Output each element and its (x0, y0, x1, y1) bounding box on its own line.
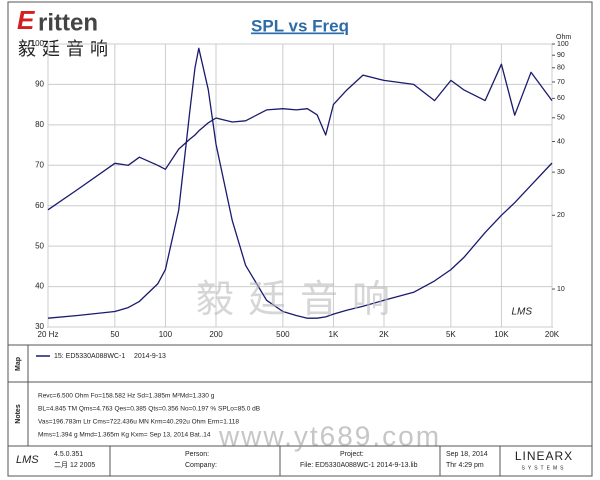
project: Project: (340, 451, 364, 458)
x-tick-label: 10K (494, 330, 509, 339)
y2-tick-label: 30 (557, 169, 565, 176)
company: Company: (185, 462, 217, 469)
y2-tick-label: 90 (557, 52, 565, 59)
y-tick-label: 80 (35, 120, 44, 129)
legend-label: 15: ED5330A088WC-1 (54, 353, 125, 360)
note-line: Revc=6.500 Ohm Fo=158.582 Hz Sd=1.385m M… (38, 393, 215, 400)
map-label: Map (15, 357, 22, 371)
footer-lms: LMS (16, 454, 39, 466)
time: Thr 4:29 pm (446, 462, 484, 469)
x-tick-label: 50 (110, 330, 119, 339)
legend-date: 2014-9-13 (134, 353, 166, 360)
y2-axis-label: Ohm (556, 34, 571, 41)
x-tick-label: 200 (209, 330, 223, 339)
logo-initial: E (17, 5, 35, 35)
series-line (47, 47, 553, 319)
x-tick-label: 20 Hz (38, 330, 59, 339)
logo-brand: ritten (38, 9, 98, 36)
y2-tick-label: 70 (557, 79, 565, 86)
y2-tick-label: 80 (557, 65, 565, 72)
x-tick-label: 2K (379, 330, 389, 339)
chart-title: SPL vs Freq (251, 16, 349, 35)
lms-mark: LMS (511, 307, 532, 318)
x-tick-label: 100 (159, 330, 173, 339)
y2-tick-label: 10 (557, 286, 565, 293)
y-tick-label: 90 (35, 80, 44, 89)
y-tick-label: 30 (35, 322, 44, 331)
y2-tick-label: 40 (557, 138, 565, 145)
y2-tick-label: 100 (557, 41, 569, 48)
brand: LINEARX (515, 449, 573, 463)
y-tick-label: 60 (35, 201, 44, 210)
brand-sub: SYSTEMS (522, 465, 567, 471)
y-tick-label: 100 (31, 39, 45, 48)
watermark-url: www.yt689.com (218, 420, 441, 451)
x-tick-label: 500 (276, 330, 290, 339)
y2-tick-label: 50 (557, 115, 565, 122)
x-tick-label: 20K (545, 330, 560, 339)
series-line (47, 63, 553, 211)
note-line: BL=4.845 TM Qms=4.763 Qes=0.385 Qts=0.35… (38, 406, 260, 413)
y2-tick-label: 60 (557, 95, 565, 102)
person: Person: (185, 451, 209, 458)
watermark: 毅廷音响 (196, 279, 404, 321)
x-tick-label: 5K (446, 330, 456, 339)
file: File: ED5330A088WC-1 2014-9-13.lib (300, 462, 418, 469)
note-line: Mms=1.394 g Mmd=1.365m Kg Kxm= Sep 13, 2… (38, 432, 211, 439)
y-tick-label: 40 (35, 282, 44, 291)
notes-label: Notes (15, 404, 22, 424)
x-tick-label: 1K (329, 330, 339, 339)
date: Sep 18, 2014 (446, 451, 488, 458)
y-tick-label: 70 (35, 160, 44, 169)
version: 4.5.0.351 (54, 451, 83, 458)
y2-tick-label: 20 (557, 212, 565, 219)
build: 二月 12 2005 (54, 461, 95, 469)
frame (7, 1, 593, 477)
y-tick-label: 50 (35, 241, 44, 250)
note-line: Vas=196.783m Ltr Cms=722.436u MN Krm=40.… (38, 419, 239, 426)
